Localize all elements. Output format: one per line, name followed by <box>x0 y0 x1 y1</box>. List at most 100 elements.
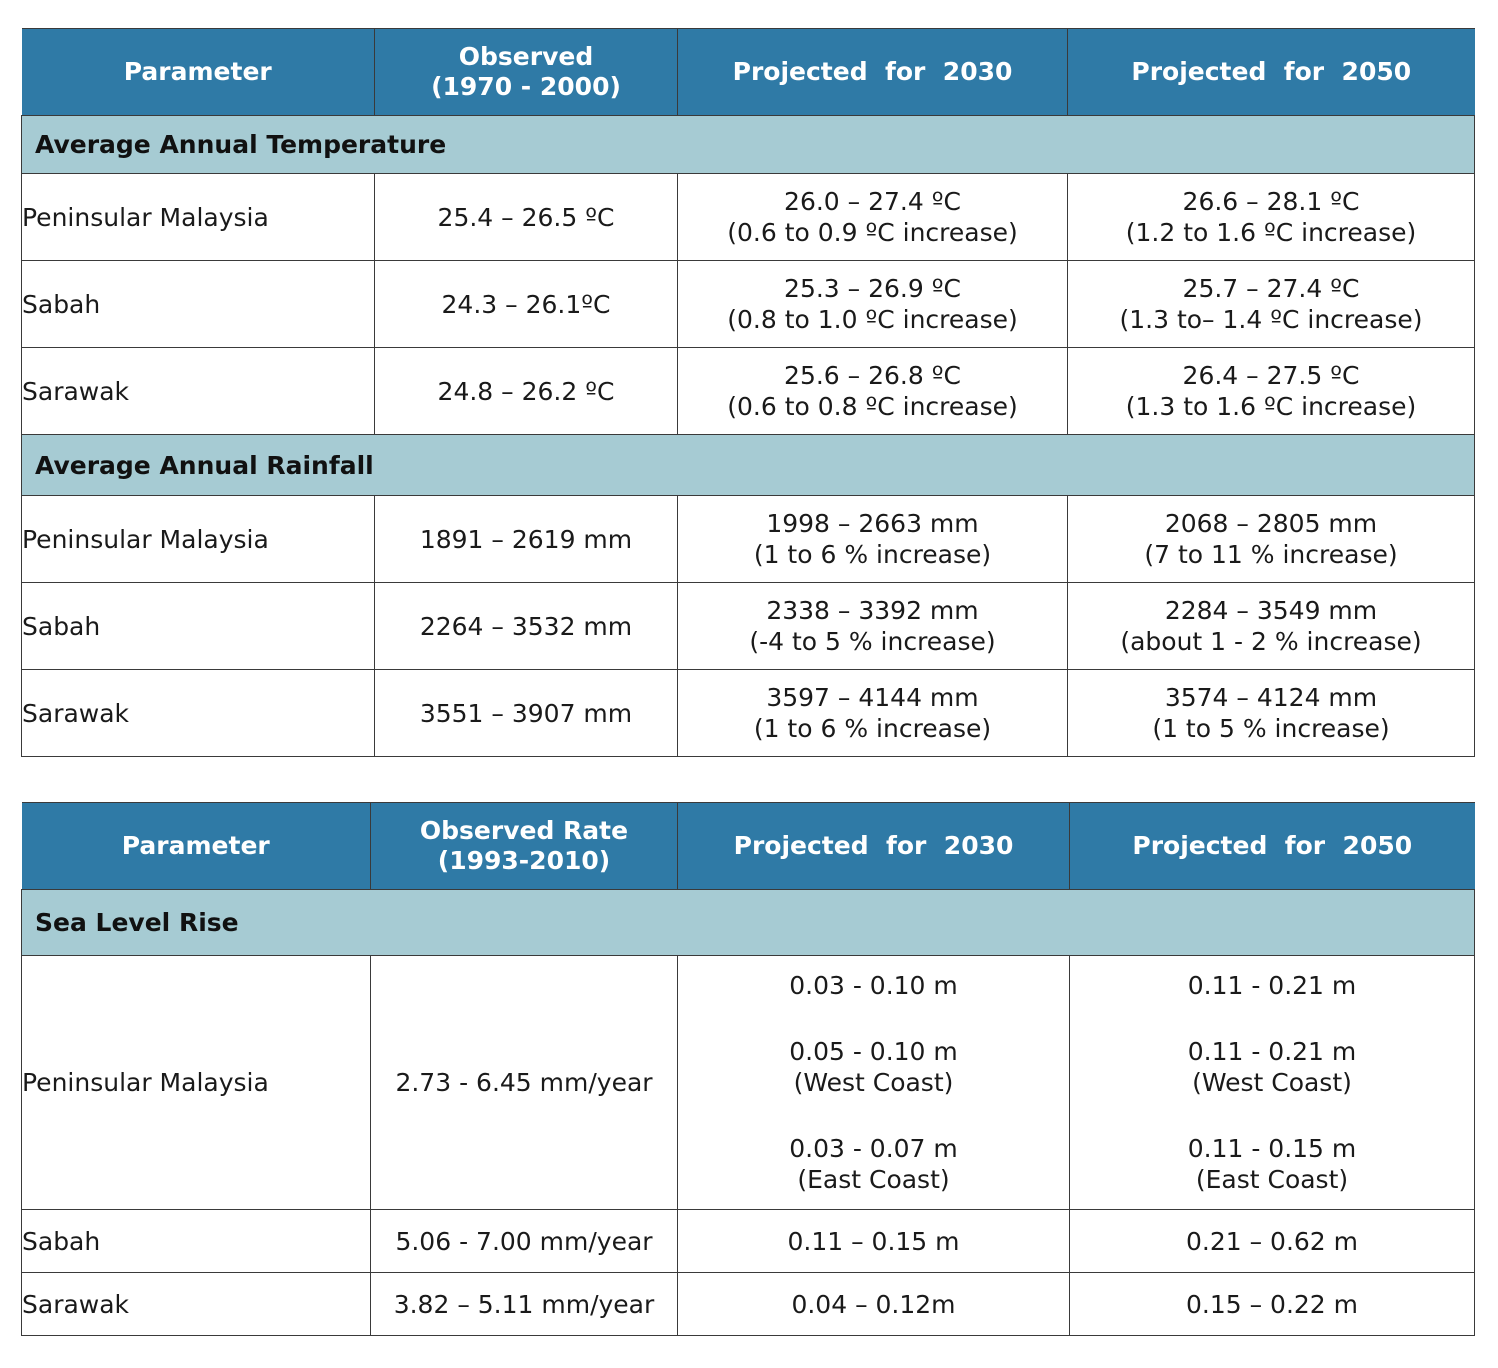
section-title: Average Annual Temperature <box>21 115 1475 174</box>
table-header-row: Parameter Observed Rate (1993-2010) Proj… <box>21 802 1475 890</box>
west-coast-range: 0.05 - 0.10 m <box>789 1037 958 1066</box>
range: 26.4 – 27.5 ºC <box>1182 361 1360 390</box>
change: (0.6 to 0.8 ºC increase) <box>727 392 1018 421</box>
observed-value: 24.3 – 26.1ºC <box>374 260 678 348</box>
region-label: Sabah <box>21 582 375 670</box>
region-label: Peninsular Malaysia <box>21 495 375 583</box>
change: (1 to 5 % increase) <box>1152 714 1390 743</box>
observed-value: 2264 – 3532 mm <box>374 582 678 670</box>
observed-value: 24.8 – 26.2 ºC <box>374 347 678 435</box>
section-row-rainfall: Average Annual Rainfall <box>21 434 1475 496</box>
change: (0.8 to 1.0 ºC increase) <box>727 305 1018 334</box>
header-observed-line2: (1993-2010) <box>437 846 611 875</box>
projected-2050-value: 0.21 – 0.62 m <box>1069 1209 1475 1273</box>
projected-2050-value: 26.4 – 27.5 ºC (1.3 to 1.6 ºC increase) <box>1067 347 1475 435</box>
projected-2030-value: 1998 – 2663 mm (1 to 6 % increase) <box>677 495 1068 583</box>
header-parameter: Parameter <box>21 28 375 116</box>
change: (1 to 6 % increase) <box>753 540 992 569</box>
overall-range: 0.11 - 0.21 m <box>1187 971 1357 1000</box>
observed-value: 5.06 - 7.00 mm/year <box>370 1209 678 1273</box>
header-parameter: Parameter <box>21 802 371 890</box>
range: 3574 – 4124 mm <box>1164 683 1378 712</box>
range: 26.0 – 27.4 ºC <box>784 187 961 216</box>
range: 25.3 – 26.9 ºC <box>784 274 961 303</box>
projected-2030-value: 25.6 – 26.8 ºC (0.6 to 0.8 ºC increase) <box>677 347 1068 435</box>
table-row: Peninsular Malaysia 2.73 - 6.45 mm/year … <box>21 955 1475 1210</box>
table-row: Sabah 24.3 – 26.1ºC 25.3 – 26.9 ºC (0.8 t… <box>21 260 1475 348</box>
change: (-4 to 5 % increase) <box>749 627 996 656</box>
range: 2284 – 3549 mm <box>1164 596 1378 625</box>
region-label: Sabah <box>21 1209 371 1273</box>
projected-2050-value: 2068 – 2805 mm (7 to 11 % increase) <box>1067 495 1475 583</box>
header-projected-2050: Projected for 2050 <box>1067 28 1475 116</box>
observed-value: 25.4 – 26.5 ºC <box>374 173 678 261</box>
section-row-temperature: Average Annual Temperature <box>21 115 1475 174</box>
change: (1 to 6 % increase) <box>753 714 992 743</box>
projected-2030-value: 0.03 - 0.10 m 0.05 - 0.10 m (West Coast)… <box>677 955 1070 1210</box>
table-row: Peninsular Malaysia 1891 – 2619 mm 1998 … <box>21 495 1475 583</box>
header-projected-2050: Projected for 2050 <box>1069 802 1475 890</box>
east-coast-label: (East Coast) <box>797 1165 950 1194</box>
projected-2030-value: 3597 – 4144 mm (1 to 6 % increase) <box>677 669 1068 757</box>
projected-2030-value: 26.0 – 27.4 ºC (0.6 to 0.9 ºC increase) <box>677 173 1068 261</box>
range: 3597 – 4144 mm <box>766 683 979 712</box>
section-title: Average Annual Rainfall <box>21 434 1475 496</box>
range: 25.6 – 26.8 ºC <box>784 361 961 390</box>
projected-2050-value: 2284 – 3549 mm (about 1 - 2 % increase) <box>1067 582 1475 670</box>
table-row: Sarawak 3.82 – 5.11 mm/year 0.04 – 0.12m… <box>21 1272 1475 1336</box>
table-row: Sabah 2264 – 3532 mm 2338 – 3392 mm (-4 t… <box>21 582 1475 670</box>
east-coast-range: 0.03 - 0.07 m <box>789 1134 958 1163</box>
range: 25.7 – 27.4 ºC <box>1182 274 1360 303</box>
sea-level-rise-table: Parameter Observed Rate (1993-2010) Proj… <box>21 802 1475 1336</box>
section-row-sea-level: Sea Level Rise <box>21 889 1475 956</box>
west-coast-label: (West Coast) <box>793 1068 954 1097</box>
change: (1.3 to 1.6 ºC increase) <box>1125 392 1417 421</box>
temperature-rainfall-table: Parameter Observed (1970 - 2000) Project… <box>21 28 1475 757</box>
header-observed-line1: Observed <box>458 42 594 71</box>
change: (0.6 to 0.9 ºC increase) <box>727 218 1018 247</box>
observed-value: 2.73 - 6.45 mm/year <box>370 955 678 1210</box>
observed-value: 3.82 – 5.11 mm/year <box>370 1272 678 1336</box>
table-row: Sarawak 24.8 – 26.2 ºC 25.6 – 26.8 ºC (0.… <box>21 347 1475 435</box>
table-row: Sarawak 3551 – 3907 mm 3597 – 4144 mm (1 … <box>21 669 1475 757</box>
range: 1998 – 2663 mm <box>766 509 979 538</box>
projected-2050-value: 0.11 - 0.21 m 0.11 - 0.21 m (West Coast)… <box>1069 955 1475 1210</box>
range: 2338 – 3392 mm <box>766 596 979 625</box>
header-projected-2030: Projected for 2030 <box>677 28 1068 116</box>
header-observed-rate: Observed Rate (1993-2010) <box>370 802 678 890</box>
projected-2050-value: 0.15 – 0.22 m <box>1069 1272 1475 1336</box>
projected-2030-value: 2338 – 3392 mm (-4 to 5 % increase) <box>677 582 1068 670</box>
observed-value: 1891 – 2619 mm <box>374 495 678 583</box>
projected-2030-value: 25.3 – 26.9 ºC (0.8 to 1.0 ºC increase) <box>677 260 1068 348</box>
header-observed-line1: Observed Rate <box>419 816 629 845</box>
header-observed-line2: (1970 - 2000) <box>431 72 621 101</box>
range: 26.6 – 28.1 ºC <box>1182 187 1360 216</box>
projected-2050-value: 26.6 – 28.1 ºC (1.2 to 1.6 ºC increase) <box>1067 173 1475 261</box>
observed-value: 3551 – 3907 mm <box>374 669 678 757</box>
region-label: Sarawak <box>21 669 375 757</box>
east-coast-range: 0.11 - 0.15 m <box>1187 1134 1357 1163</box>
change: (7 to 11 % increase) <box>1144 540 1398 569</box>
section-title: Sea Level Rise <box>21 889 1475 956</box>
projected-2050-value: 25.7 – 27.4 ºC (1.3 to– 1.4 ºC increase) <box>1067 260 1475 348</box>
projected-2050-value: 3574 – 4124 mm (1 to 5 % increase) <box>1067 669 1475 757</box>
projected-2030-value: 0.04 – 0.12m <box>677 1272 1070 1336</box>
change: (1.2 to 1.6 ºC increase) <box>1125 218 1417 247</box>
range: 2068 – 2805 mm <box>1164 509 1378 538</box>
projected-2030-value: 0.11 – 0.15 m <box>677 1209 1070 1273</box>
region-label: Peninsular Malaysia <box>21 173 375 261</box>
table-header-row: Parameter Observed (1970 - 2000) Project… <box>21 28 1475 116</box>
west-coast-range: 0.11 - 0.21 m <box>1187 1037 1357 1066</box>
region-label: Sarawak <box>21 1272 371 1336</box>
header-projected-2030: Projected for 2030 <box>677 802 1070 890</box>
region-label: Sabah <box>21 260 375 348</box>
header-observed: Observed (1970 - 2000) <box>374 28 678 116</box>
overall-range: 0.03 - 0.10 m <box>789 971 958 1000</box>
table-row: Peninsular Malaysia 25.4 – 26.5 ºC 26.0 … <box>21 173 1475 261</box>
region-label: Sarawak <box>21 347 375 435</box>
table-row: Sabah 5.06 - 7.00 mm/year 0.11 – 0.15 m … <box>21 1209 1475 1273</box>
region-label: Peninsular Malaysia <box>21 955 371 1210</box>
east-coast-label: (East Coast) <box>1195 1165 1349 1194</box>
change: (about 1 - 2 % increase) <box>1120 627 1422 656</box>
west-coast-label: (West Coast) <box>1192 1068 1352 1097</box>
